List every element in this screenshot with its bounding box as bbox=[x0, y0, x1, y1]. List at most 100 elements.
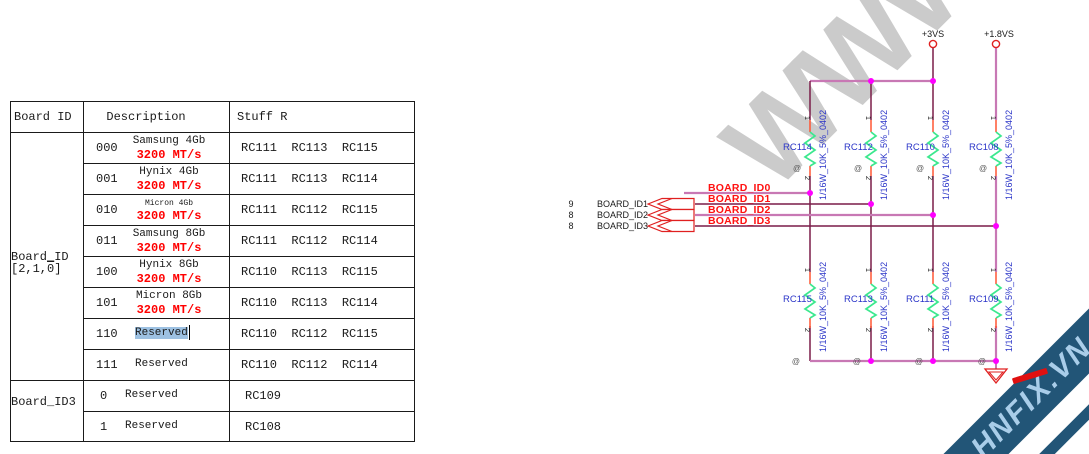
resistor-body bbox=[926, 283, 940, 319]
resistor-body bbox=[989, 131, 1003, 167]
offpage-net-name[interactable]: BOARD_ID3 bbox=[597, 221, 648, 231]
offpage-connector-chevron bbox=[656, 208, 673, 222]
resistor-value: 1/16W_10K_5%_0402 bbox=[1004, 262, 1014, 352]
offpage-connector[interactable] bbox=[646, 219, 695, 233]
table-header-board-id: Board ID bbox=[14, 110, 72, 124]
table-border bbox=[83, 287, 414, 288]
pin-number: 1 bbox=[926, 116, 935, 120]
cell-speed[interactable]: 3200 MT/s bbox=[136, 148, 202, 162]
pin-number: 2 bbox=[803, 176, 812, 180]
cell-name[interactable]: Micron 4Gb bbox=[144, 199, 193, 208]
resistor-ref: RC108 bbox=[969, 142, 999, 153]
table-border bbox=[10, 441, 415, 442]
bits-post: ] bbox=[54, 262, 62, 276]
pin-number: 1 bbox=[926, 268, 935, 272]
table-border bbox=[414, 101, 415, 442]
cell-code[interactable]: 0 bbox=[100, 389, 108, 403]
cell-code[interactable]: 111 bbox=[96, 358, 118, 372]
cell-stuff[interactable]: RC110 RC112 RC114 bbox=[241, 358, 378, 372]
resistor-body bbox=[864, 131, 878, 167]
table-border bbox=[83, 163, 414, 164]
junction-dot bbox=[930, 212, 936, 218]
offpage-connector[interactable] bbox=[646, 197, 695, 211]
cell-speed[interactable]: 3200 MT/s bbox=[136, 179, 202, 193]
table-row-000: 000 Samsung 4Gb 3200 MT/s RC111 RC113 RC115 bbox=[83, 132, 415, 163]
offpage-connector-chevron bbox=[656, 219, 673, 233]
cell-name[interactable]: Reserved bbox=[135, 358, 188, 370]
offpage-connector[interactable] bbox=[646, 208, 695, 222]
cell-description: Hynix 4Gb 3200 MT/s bbox=[120, 163, 218, 194]
cell-stuff[interactable]: RC111 RC112 RC114 bbox=[241, 234, 378, 248]
table-header-description: Description bbox=[106, 110, 186, 124]
cell-stuff[interactable]: RC111 RC113 RC115 bbox=[241, 141, 378, 155]
cell-name[interactable]: Reserved bbox=[125, 420, 178, 432]
table-border bbox=[83, 194, 414, 195]
table-row-0: 0 Reserved RC109 bbox=[83, 380, 415, 411]
cell-stuff[interactable]: RC110 RC113 RC115 bbox=[241, 265, 378, 279]
resistor-value: 1/16W_10K_5%_0402 bbox=[941, 110, 951, 200]
table-row-110: 110 Reserved RC110 RC112 RC115 bbox=[83, 318, 415, 349]
cell-stuff[interactable]: RC111 RC113 RC114 bbox=[241, 172, 378, 186]
cell-name[interactable]: Samsung 4Gb bbox=[132, 135, 206, 147]
pin-number: 2 bbox=[864, 176, 873, 180]
cell-name[interactable]: Hynix 4Gb bbox=[139, 166, 199, 178]
pin-number: 1 bbox=[864, 116, 873, 120]
at-marker: @ bbox=[978, 357, 986, 366]
table-header-stuff-r: Stuff R bbox=[237, 110, 288, 124]
cell-stuff[interactable]: RC110 RC113 RC114 bbox=[241, 296, 378, 310]
cell-description: Samsung 8Gb 3200 MT/s bbox=[120, 225, 218, 256]
net-label: BOARD_ID1 bbox=[708, 193, 770, 205]
resistor-value: 1/16W_10K_5%_0402 bbox=[879, 262, 889, 352]
cell-name[interactable]: Samsung 8Gb bbox=[132, 228, 206, 240]
offpage-net-name[interactable]: BOARD_ID2 bbox=[597, 210, 648, 220]
resistor-ref: RC113 bbox=[844, 294, 873, 305]
offpage-page-number: 8 bbox=[568, 221, 573, 231]
junction-dot bbox=[807, 190, 813, 196]
table-border bbox=[83, 349, 414, 350]
cell-code[interactable]: 100 bbox=[96, 265, 118, 279]
net-label: BOARD_ID3 bbox=[708, 215, 770, 227]
cell-speed[interactable]: 3200 MT/s bbox=[136, 209, 202, 223]
at-marker: @ bbox=[853, 357, 861, 366]
cell-name[interactable]: Reserved bbox=[135, 327, 188, 339]
resistor-ref: RC115 bbox=[783, 294, 812, 305]
resistor-value: 1/16W_10K_5%_0402 bbox=[1004, 110, 1014, 200]
cell-code[interactable]: 010 bbox=[96, 203, 118, 217]
cell-code[interactable]: 011 bbox=[96, 234, 118, 248]
cell-name[interactable]: Micron 8Gb bbox=[135, 290, 202, 302]
at-marker: @ bbox=[916, 164, 924, 173]
cell-name[interactable]: Hynix 8Gb bbox=[139, 259, 199, 271]
power-node-3vs bbox=[928, 39, 938, 49]
cell-description: Hynix 8Gb 3200 MT/s bbox=[120, 256, 218, 287]
table-border bbox=[10, 101, 415, 102]
offpage-page-number: 9 bbox=[568, 199, 573, 209]
cell-speed[interactable]: 3200 MT/s bbox=[136, 241, 202, 255]
offpage-net-name[interactable]: BOARD_ID1 bbox=[597, 199, 648, 209]
pin-number: 2 bbox=[989, 176, 998, 180]
cell-speed[interactable]: 3200 MT/s bbox=[136, 272, 202, 286]
cell-stuff[interactable]: RC111 RC112 RC115 bbox=[241, 203, 378, 217]
pin-number: 1 bbox=[803, 268, 812, 272]
cell-code[interactable]: 1 bbox=[100, 420, 108, 434]
resistor-value: 1/16W_10K_5%_0402 bbox=[879, 110, 889, 200]
cell-code[interactable]: 101 bbox=[96, 296, 118, 310]
pin-number: 2 bbox=[989, 328, 998, 332]
table-border bbox=[83, 318, 414, 319]
cell-code[interactable]: 000 bbox=[96, 141, 118, 155]
offpage-connector-chevron bbox=[656, 197, 673, 211]
table-border bbox=[83, 101, 84, 442]
cell-stuff[interactable]: RC110 RC112 RC115 bbox=[241, 327, 378, 341]
cell-stuff[interactable]: RC108 bbox=[245, 420, 282, 434]
cell-code[interactable]: 001 bbox=[96, 172, 118, 186]
cell-description: Micron 8Gb 3200 MT/s bbox=[120, 287, 218, 318]
junction-dot bbox=[993, 358, 999, 364]
pin-number: 1 bbox=[803, 116, 812, 120]
cell-name[interactable]: Reserved bbox=[125, 389, 178, 401]
at-marker: @ bbox=[793, 164, 801, 173]
resistor-value: 1/16W_10K_5%_0402 bbox=[818, 110, 828, 200]
at-marker: @ bbox=[854, 164, 862, 173]
cell-stuff[interactable]: RC109 bbox=[245, 389, 282, 403]
cell-speed[interactable]: 3200 MT/s bbox=[136, 303, 202, 317]
cell-code[interactable]: 110 bbox=[96, 327, 118, 341]
